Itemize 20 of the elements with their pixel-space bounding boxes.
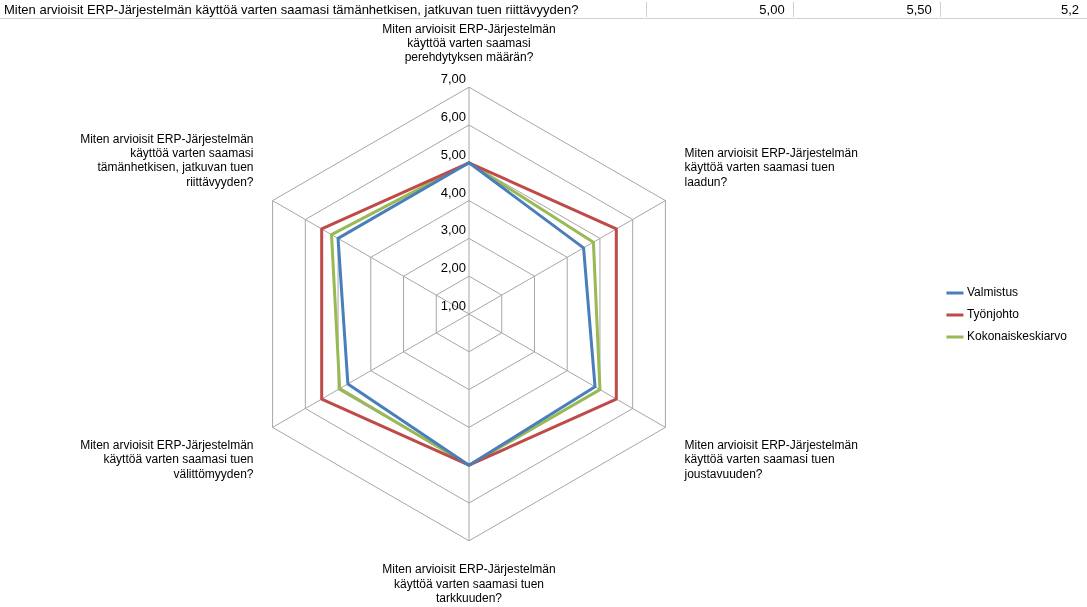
text: 5,2 — [939, 1, 1087, 17]
legend-label: Kokonaiskeskiarvo — [966, 329, 1068, 344]
y-tick-label: 7,00 — [440, 71, 466, 87]
y-tick-label: 1,00 — [440, 298, 466, 314]
spoke-label: Miten arvioisit ERP-Järjestelmän käyttöä varten saamasi tämänhetkisen, jatkuvan tuen riittävyyden? — [80, 131, 254, 189]
y-tick-label: 4,00 — [440, 184, 466, 200]
y-tick-label: 5,00 — [440, 146, 466, 162]
legend-label: Valmistus — [966, 285, 1019, 300]
spoke-label: Miten arvioisit ERP-Järjestelmän käyttöä varten saamasi tuen välittömyyden? — [80, 437, 254, 481]
spoke-label: Miten arvioisit ERP-Järjestelmän käyttöä varten saamasi perehdytyksen määrän? — [382, 21, 556, 65]
text: 5,00 — [645, 1, 793, 17]
spoke-label: Miten arvioisit ERP-Järjestelmän käyttöä varten saamasi tuen joustavuuden? — [683, 437, 858, 481]
text: 5,50 — [792, 1, 940, 17]
spoke-label: Miten arvioisit ERP-Järjestelmän käyttöä varten saamasi tuen tarkkuuden? — [382, 562, 556, 606]
spoke-label: Miten arvioisit ERP-Järjestelmän käyttöä varten saamasi tuen laadun? — [684, 145, 858, 189]
text: Miten arvioisit ERP-Järjestelmän käyttöä varten saamasi tämänhetkisen, jatkuvan tuen riittävyyden? — [3, 1, 580, 17]
y-tick-label: 3,00 — [440, 222, 466, 238]
y-tick-label: 6,00 — [440, 109, 466, 125]
y-tick-label: 2,00 — [440, 260, 466, 276]
legend-label: Työnjohto — [966, 307, 1020, 322]
